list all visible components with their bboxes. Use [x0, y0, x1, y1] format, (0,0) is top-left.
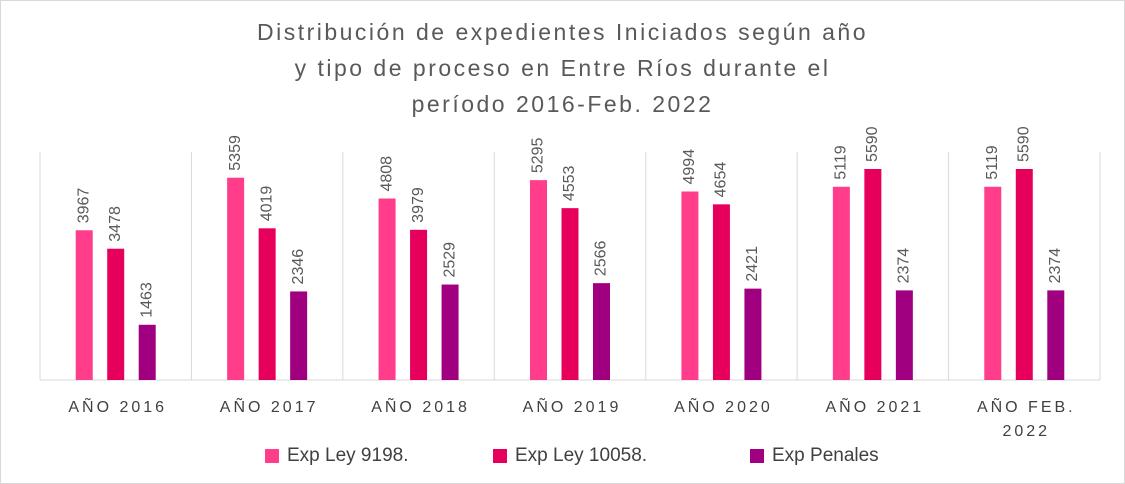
- bar: [712, 204, 730, 380]
- bar: [561, 208, 579, 380]
- bar: [530, 180, 547, 380]
- bar: [378, 198, 396, 380]
- bar: [290, 291, 308, 380]
- data-label: 5590: [1016, 126, 1033, 162]
- data-label: 2374: [896, 248, 913, 284]
- bar: [593, 283, 610, 380]
- legend-label: Exp Penales: [772, 445, 879, 466]
- bar: [138, 324, 156, 380]
- data-label: 5590: [864, 126, 881, 162]
- bar: [410, 229, 428, 380]
- data-label: 3979: [410, 187, 427, 223]
- data-label: 1463: [138, 282, 155, 318]
- bar: [441, 284, 459, 380]
- legend-item: Exp Ley 9198.: [265, 445, 408, 467]
- bar: [681, 191, 699, 380]
- chart-title: Distribución de expedientes Iniciados se…: [256, 19, 869, 117]
- bar: [832, 186, 850, 380]
- bar: [1047, 290, 1065, 380]
- bar: [227, 177, 245, 380]
- bar: [1015, 169, 1033, 380]
- bar: [107, 248, 125, 380]
- x-tick-label: AÑO 2018: [371, 399, 470, 416]
- data-label: 3967: [75, 188, 92, 224]
- data-label: 2374: [1047, 248, 1064, 284]
- data-label: 4808: [378, 156, 395, 192]
- data-label: 5359: [227, 135, 244, 171]
- data-label: 3478: [107, 206, 124, 242]
- data-label: 2529: [441, 242, 458, 278]
- data-label: 4654: [713, 162, 730, 198]
- data-label: 2421: [744, 246, 761, 282]
- legend-item: Exp Ley 10058.: [493, 445, 647, 467]
- bar: [984, 186, 1002, 380]
- bar: [744, 288, 762, 380]
- legend-item: Exp Penales: [750, 445, 879, 467]
- data-label: 4019: [258, 186, 275, 222]
- data-label: 5295: [530, 137, 547, 173]
- legend-swatch: [265, 449, 279, 463]
- x-tick-label: AÑO 2021: [825, 399, 925, 416]
- legend-label: Exp Ley 10058.: [515, 445, 648, 466]
- x-tick-label: AÑO 2016: [68, 399, 168, 416]
- legend-label: Exp Ley 9198.: [287, 445, 409, 466]
- data-label: 4994: [681, 149, 698, 185]
- x-tick-label: AÑO 2020: [674, 399, 773, 416]
- legend-swatch: [493, 449, 507, 463]
- bar: [864, 169, 882, 380]
- x-tick-label: AÑO 2019: [522, 399, 622, 416]
- data-label: 5119: [984, 145, 1001, 180]
- x-tick-label: AÑO 2017: [219, 399, 319, 416]
- data-label: 2566: [593, 240, 610, 276]
- bar: [895, 290, 913, 380]
- legend-swatch: [750, 449, 764, 463]
- data-label: 2346: [290, 249, 307, 285]
- data-label: 4553: [561, 165, 578, 201]
- data-label: 5119: [833, 145, 850, 180]
- bar: [258, 228, 276, 380]
- x-tick-label: AÑO FEB. 2022: [976, 399, 1076, 440]
- bar: [75, 230, 93, 380]
